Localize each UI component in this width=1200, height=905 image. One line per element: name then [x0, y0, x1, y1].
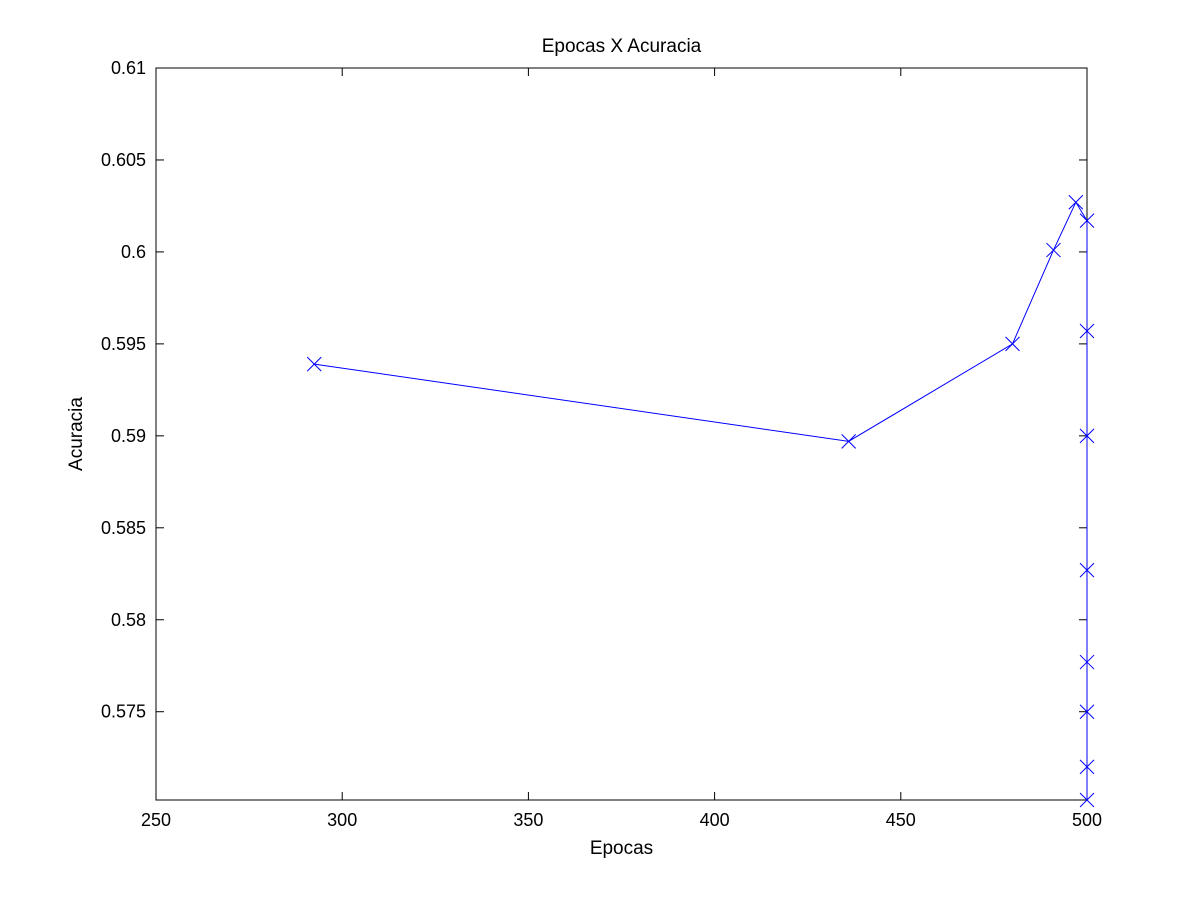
data-point-marker: [1079, 759, 1095, 775]
y-tick-label: 0.575: [101, 702, 146, 722]
x-tick-label: 250: [141, 810, 171, 830]
x-tick-label: 500: [1072, 810, 1102, 830]
x-tick-label: 450: [886, 810, 916, 830]
series-layer: [306, 194, 1095, 808]
x-tick-label: 400: [700, 810, 730, 830]
y-tick-label: 0.6: [121, 242, 146, 262]
x-axis-title: Epocas: [590, 838, 653, 859]
data-point-marker: [1005, 336, 1020, 352]
data-point-marker: [1079, 323, 1095, 339]
plot-area: [155, 67, 1088, 801]
y-tick-label: 0.59: [111, 426, 146, 446]
y-tick-label: 0.58: [111, 610, 146, 630]
data-point-marker: [841, 434, 857, 449]
data-point-marker: [1079, 428, 1095, 444]
ticks-layer: 250 300 350 400 450 500 0.575 0.58 0.585 0.59 0.59…: [101, 58, 1102, 830]
data-point-marker: [1068, 194, 1084, 210]
x-tick-label: 350: [513, 810, 543, 830]
chart-title: Epocas X Acuracia: [542, 36, 702, 57]
data-point-marker: [306, 356, 322, 372]
y-tick-label: 0.605: [101, 150, 146, 170]
data-point-marker: [1046, 242, 1061, 258]
data-point-marker: [1079, 213, 1095, 229]
x-tick-label: 300: [327, 810, 357, 830]
data-point-marker: [1079, 704, 1095, 720]
data-point-marker: [1079, 654, 1095, 670]
y-axis-title: Acuracia: [66, 397, 87, 471]
y-tick-label: 0.585: [101, 518, 146, 538]
data-point-marker: [1079, 562, 1095, 578]
data-point-marker: [1079, 792, 1095, 808]
y-tick-label: 0.595: [101, 334, 146, 354]
y-tick-label: 0.61: [111, 58, 146, 78]
